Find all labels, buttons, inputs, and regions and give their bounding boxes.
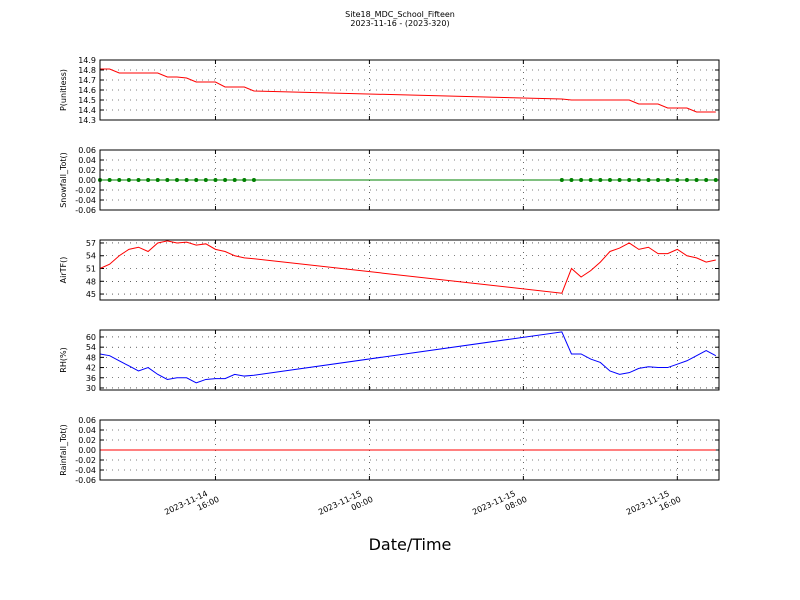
y-tick-label: -0.04 bbox=[75, 196, 96, 205]
y-axis-label: Rainfall_Tot() bbox=[59, 424, 68, 476]
y-axis-label: Snowfall_Tot() bbox=[59, 152, 68, 208]
data-point bbox=[107, 178, 112, 182]
y-tick-label: 14.9 bbox=[78, 56, 96, 65]
y-tick-label: 48 bbox=[86, 353, 96, 362]
data-point bbox=[646, 178, 651, 182]
chart-subtitle: 2023-11-16 - (2023-320) bbox=[350, 19, 449, 28]
y-tick-label: 0.06 bbox=[78, 416, 96, 425]
y-tick-label: 51 bbox=[86, 265, 96, 274]
y-tick-label: -0.06 bbox=[75, 476, 96, 485]
plot-frame bbox=[99, 59, 720, 121]
y-tick-label: 30 bbox=[86, 384, 96, 393]
data-point bbox=[165, 178, 170, 182]
data-point bbox=[117, 178, 122, 182]
y-tick-label: 14.5 bbox=[78, 96, 96, 105]
y-tick-label: -0.02 bbox=[75, 456, 96, 465]
data-point bbox=[684, 178, 689, 182]
y-axis-label: RH(%) bbox=[59, 347, 68, 372]
y-tick-label: 0.02 bbox=[78, 436, 96, 445]
data-point bbox=[607, 178, 612, 182]
data-point bbox=[588, 178, 593, 182]
y-tick-label: 48 bbox=[86, 277, 96, 286]
data-point bbox=[203, 178, 208, 182]
y-tick-label: 0.04 bbox=[78, 426, 96, 435]
plot-frame bbox=[99, 239, 720, 301]
data-point bbox=[136, 178, 141, 182]
y-axis-label: AirTF() bbox=[59, 257, 68, 284]
data-point bbox=[598, 178, 603, 182]
data-point bbox=[126, 178, 131, 182]
y-tick-label: -0.02 bbox=[75, 186, 96, 195]
data-line bbox=[99, 240, 716, 294]
y-tick-label: 0.02 bbox=[78, 166, 96, 175]
plot-frame bbox=[99, 419, 720, 481]
y-tick-label: 0.00 bbox=[78, 176, 96, 185]
data-point bbox=[704, 178, 709, 182]
data-point bbox=[617, 178, 622, 182]
y-tick-label: 14.6 bbox=[78, 86, 96, 95]
data-point bbox=[559, 178, 564, 182]
y-tick-label: 14.3 bbox=[78, 116, 96, 125]
data-point bbox=[627, 178, 632, 182]
y-tick-label: -0.04 bbox=[75, 466, 96, 475]
data-line bbox=[100, 68, 716, 113]
data-point bbox=[569, 178, 574, 182]
data-point bbox=[194, 178, 199, 182]
y-tick-label: 54 bbox=[86, 343, 96, 352]
y-tick-label: 0.06 bbox=[78, 146, 96, 155]
y-tick-label: 14.7 bbox=[78, 76, 96, 85]
y-tick-label: 36 bbox=[86, 374, 96, 383]
data-point bbox=[694, 178, 699, 182]
y-tick-label: 14.4 bbox=[78, 106, 96, 115]
chart-title: Site18_MDC_School_Fifteen bbox=[345, 10, 455, 19]
data-point bbox=[242, 178, 247, 182]
y-tick-label: 0.04 bbox=[78, 156, 96, 165]
data-point bbox=[713, 178, 718, 182]
data-line bbox=[99, 331, 717, 384]
data-point bbox=[251, 178, 256, 182]
data-point bbox=[636, 178, 641, 182]
data-point bbox=[665, 178, 670, 182]
data-point bbox=[146, 178, 151, 182]
data-point bbox=[155, 178, 160, 182]
y-tick-label: 54 bbox=[86, 252, 96, 261]
data-point bbox=[675, 178, 680, 182]
y-tick-label: 0.00 bbox=[78, 446, 96, 455]
y-tick-label: 57 bbox=[86, 239, 96, 248]
plot-frame bbox=[99, 149, 720, 211]
plot-frame bbox=[99, 329, 720, 391]
y-tick-label: 45 bbox=[86, 290, 96, 299]
data-point bbox=[213, 178, 218, 182]
y-tick-label: -0.06 bbox=[75, 206, 96, 215]
x-axis-label: Date/Time bbox=[369, 535, 452, 554]
data-point bbox=[223, 178, 228, 182]
y-axis-label: P(unitless) bbox=[59, 69, 68, 111]
data-point bbox=[656, 178, 661, 182]
data-point bbox=[184, 178, 189, 182]
data-point bbox=[579, 178, 584, 182]
y-tick-label: 60 bbox=[86, 333, 96, 342]
y-tick-label: 14.8 bbox=[78, 66, 96, 75]
y-tick-label: 42 bbox=[86, 364, 96, 373]
data-point bbox=[174, 178, 179, 182]
data-point bbox=[232, 178, 237, 182]
